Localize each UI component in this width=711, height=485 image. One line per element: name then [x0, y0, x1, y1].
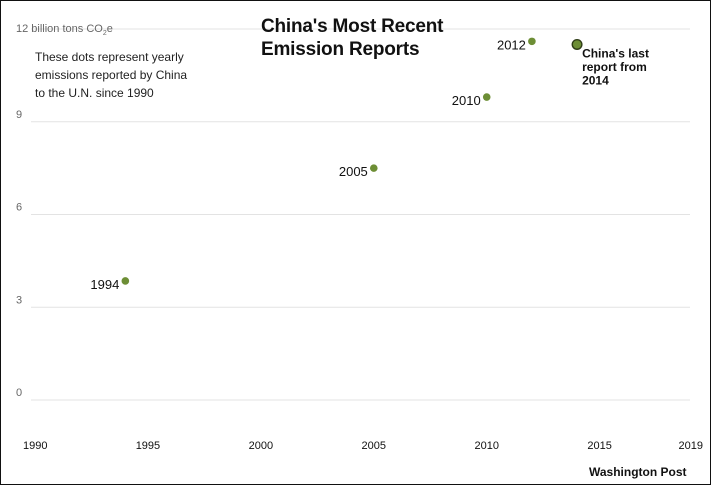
y-tick-label: 3 [16, 294, 22, 306]
y-tick-label: 0 [16, 387, 22, 399]
x-tick-label: 2010 [474, 440, 498, 452]
data-point-2012 [528, 37, 536, 46]
x-tick-label: 2005 [362, 440, 386, 452]
point-label-2005: 2005 [339, 164, 368, 179]
x-tick-label: 1995 [136, 440, 160, 452]
callout-text: China's last report from 2014 [582, 46, 649, 87]
data-points [121, 37, 583, 285]
x-tick-label: 2000 [249, 440, 273, 452]
callout-line-1: China's last [582, 46, 649, 60]
x-tick-label: 2019 [679, 440, 703, 452]
chart-note-line-1: These dots represent yearly [35, 50, 184, 64]
callout-line-3: 2014 [582, 73, 609, 87]
y-tick-label: 6 [16, 202, 22, 214]
grid-lines [31, 28, 690, 401]
x-tick-label: 2015 [587, 440, 611, 452]
data-point-2010 [482, 93, 491, 101]
chart-note-line-2: emissions reported by China [35, 68, 188, 82]
chart-note-line-3: to the U.N. since 1990 [35, 86, 154, 100]
x-tick-label: 1990 [23, 440, 47, 452]
axis-ticks: 9 6 3 0 1990 1995 2000 2005 2010 2015 2019 [16, 109, 703, 452]
data-point-2005 [369, 164, 378, 172]
source-credit: Washington Post [589, 465, 687, 479]
chart-title: China's Most Recent Emission Reports [261, 15, 501, 61]
chart-note: These dots represent yearly emissions re… [35, 48, 235, 102]
y-unit-label: 12 billion tons CO2e [16, 23, 113, 38]
data-point-2014 [571, 38, 583, 50]
point-label-2010: 2010 [452, 93, 481, 108]
y-tick-label: 9 [16, 109, 22, 121]
chart-title-line-1: China's Most Recent [261, 16, 444, 37]
point-labels: 1994 2005 2010 2012 [90, 37, 525, 292]
point-label-2012: 2012 [497, 37, 526, 52]
callout-line-2: report from [582, 60, 647, 74]
data-point-1994 [121, 277, 130, 285]
point-label-1994: 1994 [90, 277, 119, 292]
chart-title-line-2: Emission Reports [261, 39, 420, 60]
